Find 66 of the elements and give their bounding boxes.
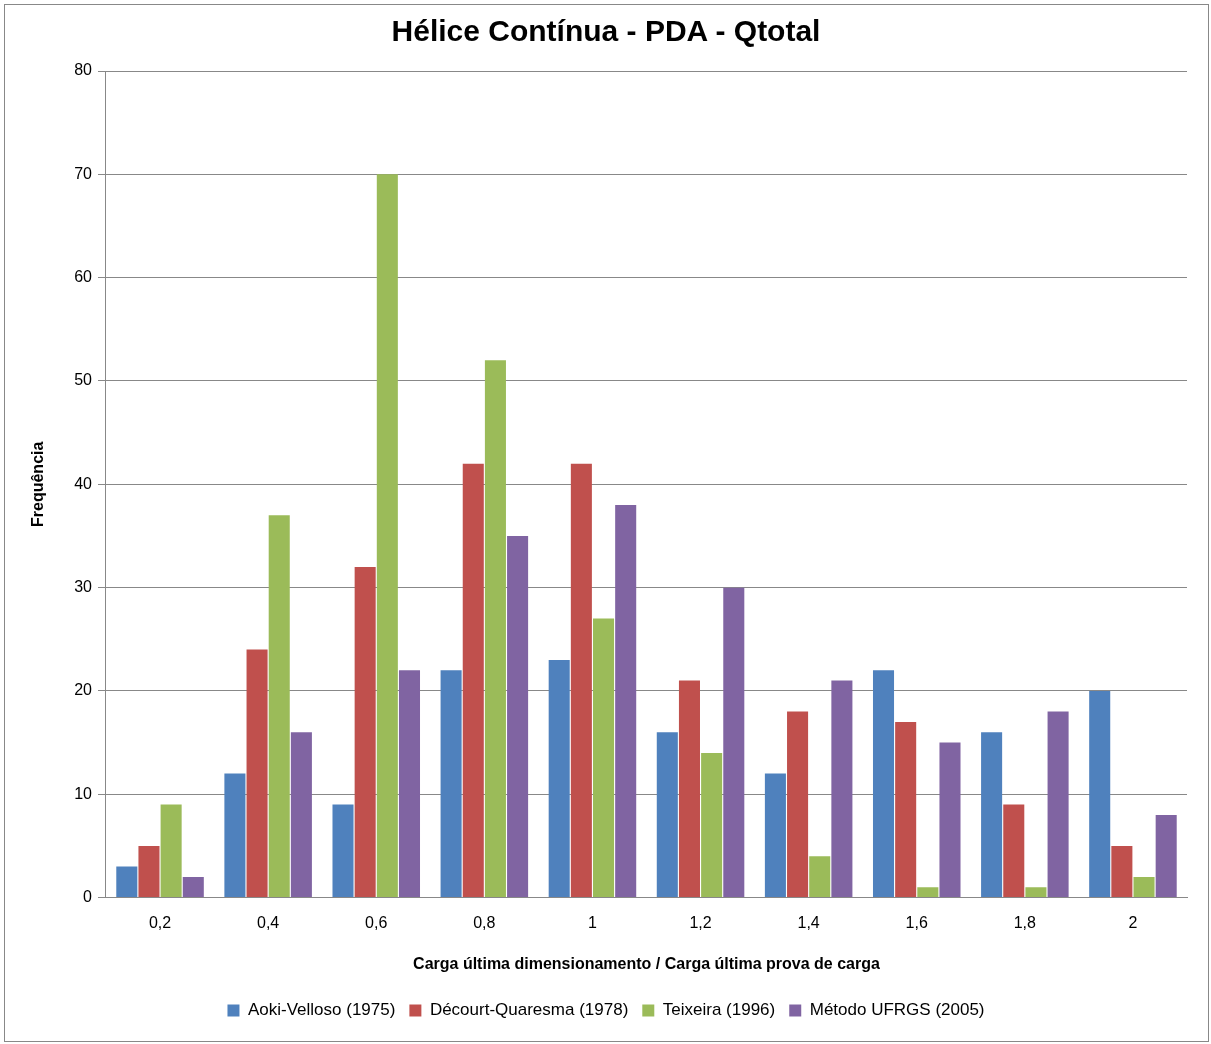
chart-title: Hélice Contínua - PDA - Qtotal — [391, 14, 821, 48]
bar — [615, 504, 637, 898]
bar — [593, 618, 615, 898]
y-tick-label: 20 — [74, 681, 93, 699]
legend-label: Teixeira (1996) — [662, 1000, 776, 1020]
bar — [462, 463, 484, 898]
bar — [570, 463, 592, 898]
bar — [917, 887, 939, 898]
x-tick-label: 0,8 — [473, 913, 496, 931]
x-tick-label: 0,6 — [365, 913, 388, 931]
bar — [939, 742, 961, 898]
x-tick-label: 1,6 — [905, 913, 928, 931]
bar — [332, 804, 354, 898]
legend-label: Método UFRGS (2005) — [809, 1000, 985, 1020]
bar — [290, 732, 312, 898]
bar — [484, 360, 506, 898]
bar — [1003, 804, 1025, 898]
bar — [764, 773, 786, 898]
legend-label: Aoki-Velloso (1975) — [247, 1000, 396, 1020]
y-tick-label: 30 — [74, 578, 93, 596]
bar — [246, 649, 268, 898]
bar — [440, 670, 462, 898]
bar — [831, 680, 853, 898]
bar — [268, 515, 290, 898]
x-tick-label: 1 — [588, 913, 597, 931]
y-tick-label: 40 — [74, 474, 93, 492]
bar — [1133, 876, 1155, 898]
bar — [116, 866, 138, 898]
bar — [701, 752, 723, 898]
bar — [656, 732, 678, 898]
bar — [787, 711, 809, 898]
bar — [548, 659, 570, 898]
bar — [224, 773, 246, 898]
y-tick-label: 70 — [74, 164, 93, 182]
x-tick-label: 1,8 — [1013, 913, 1037, 931]
bar — [981, 732, 1003, 898]
y-tick-label: 50 — [74, 371, 93, 389]
y-tick-label: 10 — [74, 784, 93, 802]
y-tick-label: 60 — [74, 268, 93, 286]
x-tick-label: 2 — [1128, 913, 1138, 931]
bar — [723, 587, 745, 898]
legend-label: Décourt-Quaresma (1978) — [429, 1000, 629, 1020]
bar — [1025, 887, 1047, 898]
y-axis-title: Frequência — [29, 441, 47, 527]
x-tick-label: 0,4 — [257, 913, 280, 931]
x-tick-label: 1,4 — [797, 913, 820, 931]
bar — [138, 845, 160, 898]
bar — [895, 721, 917, 898]
bar — [678, 680, 700, 898]
bar — [1047, 711, 1069, 898]
bar — [809, 856, 831, 898]
x-axis-title: Carga última dimensionamento / Carga última prova de carga — [413, 954, 880, 972]
bar — [507, 535, 529, 898]
bar — [1155, 814, 1177, 898]
bar — [1111, 845, 1133, 898]
y-tick-label: 80 — [74, 61, 93, 79]
bar — [160, 804, 182, 898]
bar — [398, 670, 421, 898]
bar — [872, 670, 895, 898]
bar — [1089, 690, 1111, 898]
bar — [182, 876, 204, 898]
y-tick-label: 0 — [83, 888, 93, 906]
x-tick-label: 0,2 — [148, 913, 172, 931]
bar — [354, 566, 376, 898]
x-tick-label: 1,2 — [689, 913, 712, 931]
bar — [376, 174, 398, 898]
